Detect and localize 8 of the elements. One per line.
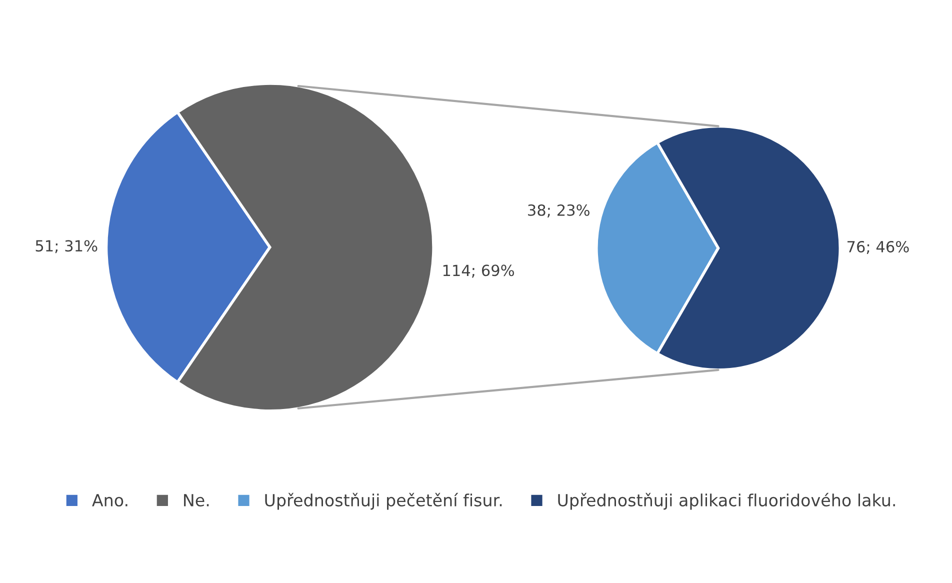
legend-label: Upřednostňuji pečetění fisur.	[265, 492, 502, 510]
data-label: 114; 69%	[443, 264, 514, 278]
data-label: 51; 31%	[36, 240, 98, 254]
legend-label: Ne.	[184, 494, 209, 506]
data-label: 38; 23%	[528, 204, 590, 218]
data-label: 76; 46%	[848, 240, 909, 254]
legend-label: Ano.	[92, 494, 128, 506]
legend-label: Upřednostňuji aplikaci fluoridového laku.	[558, 492, 895, 510]
